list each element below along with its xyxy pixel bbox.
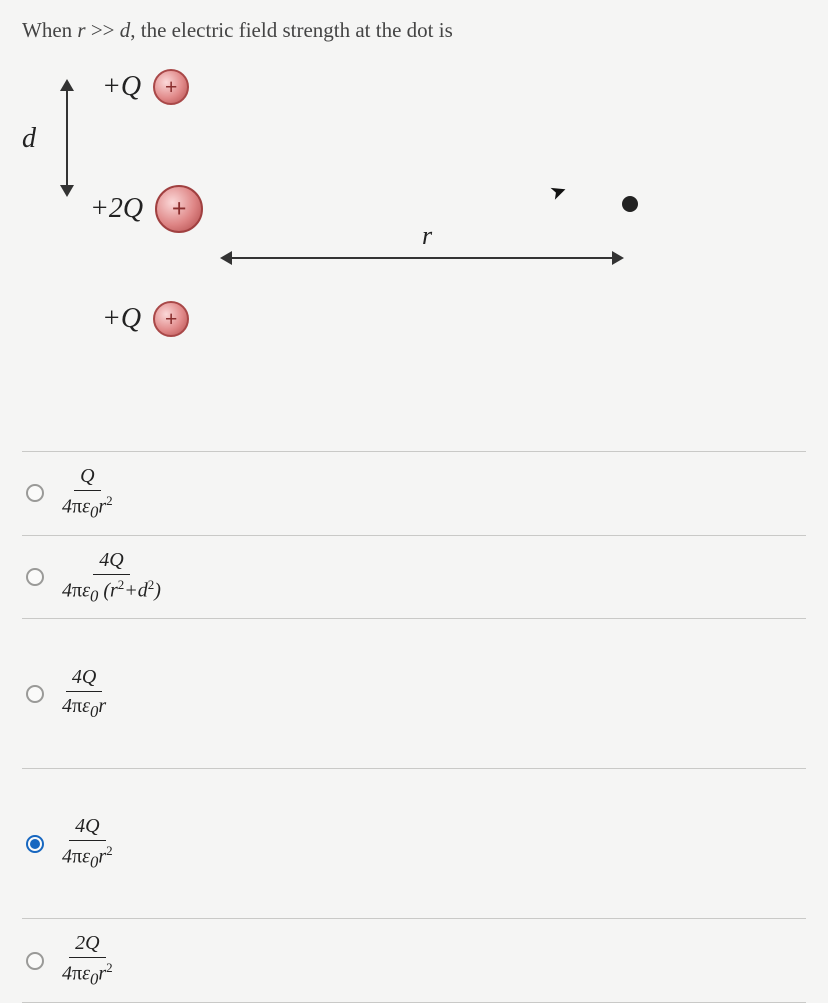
fraction-denominator: 4πε0r2 bbox=[62, 491, 113, 523]
cond-rhs: d bbox=[120, 18, 131, 42]
option-formula: Q4πε0r2 bbox=[62, 464, 113, 523]
field-point-dot bbox=[622, 196, 638, 212]
radio-button[interactable] bbox=[26, 685, 44, 703]
d-label: d bbox=[22, 123, 36, 155]
charge-2: +Q + bbox=[102, 301, 189, 337]
fraction-denominator: 4πε0r2 bbox=[62, 841, 113, 873]
option-formula: 4Q4πε0 (r2+d2) bbox=[62, 548, 161, 607]
fraction-denominator: 4πε0r bbox=[62, 692, 106, 722]
question-prefix: When bbox=[22, 18, 77, 42]
charge-label: +Q bbox=[102, 71, 141, 103]
answer-option[interactable]: 2Q4πε0r2 bbox=[22, 919, 806, 1003]
fraction-numerator: 4Q bbox=[69, 814, 105, 841]
cond-op: >> bbox=[86, 18, 120, 42]
plus-charge-icon: + bbox=[155, 185, 203, 233]
option-formula: 4Q4πε0r bbox=[62, 665, 106, 722]
d-distance-bracket bbox=[56, 79, 80, 197]
cond-lhs: r bbox=[77, 18, 85, 42]
option-formula: 2Q4πε0r2 bbox=[62, 931, 113, 990]
charge-label: +Q bbox=[102, 303, 141, 335]
answer-option[interactable]: 4Q4πε0r2 bbox=[22, 769, 806, 919]
charge-1: +2Q + bbox=[90, 185, 203, 233]
answer-options: Q4πε0r24Q4πε0 (r2+d2)4Q4πε0r4Q4πε0r22Q4π… bbox=[22, 451, 806, 1003]
plus-charge-icon: + bbox=[153, 301, 189, 337]
charge-label: +2Q bbox=[90, 193, 143, 225]
fraction-numerator: 2Q bbox=[69, 931, 105, 958]
radio-button[interactable] bbox=[26, 568, 44, 586]
arrow-down-icon bbox=[60, 185, 74, 197]
cursor-icon: ➤ bbox=[546, 177, 570, 206]
fraction-numerator: 4Q bbox=[66, 665, 102, 692]
fraction-numerator: Q bbox=[74, 464, 100, 491]
plus-charge-icon: + bbox=[153, 69, 189, 105]
r-distance-line bbox=[222, 257, 622, 259]
quiz-page: When r >> d, the electric field strength… bbox=[0, 0, 828, 1003]
physics-diagram: d +Q + +2Q + +Q + r ➤ bbox=[22, 61, 662, 431]
fraction-numerator: 4Q bbox=[93, 548, 129, 575]
answer-option[interactable]: Q4πε0r2 bbox=[22, 452, 806, 536]
answer-option[interactable]: 4Q4πε0r bbox=[22, 619, 806, 769]
question-suffix: , the electric field strength at the dot… bbox=[130, 18, 452, 42]
radio-button[interactable] bbox=[26, 484, 44, 502]
question-text: When r >> d, the electric field strength… bbox=[22, 18, 806, 43]
bracket-shaft bbox=[66, 89, 68, 187]
fraction-denominator: 4πε0r2 bbox=[62, 958, 113, 990]
r-label: r bbox=[422, 221, 432, 251]
charge-0: +Q + bbox=[102, 69, 189, 105]
answer-option[interactable]: 4Q4πε0 (r2+d2) bbox=[22, 536, 806, 620]
option-formula: 4Q4πε0r2 bbox=[62, 814, 113, 873]
radio-button[interactable] bbox=[26, 835, 44, 853]
radio-button[interactable] bbox=[26, 952, 44, 970]
fraction-denominator: 4πε0 (r2+d2) bbox=[62, 575, 161, 607]
